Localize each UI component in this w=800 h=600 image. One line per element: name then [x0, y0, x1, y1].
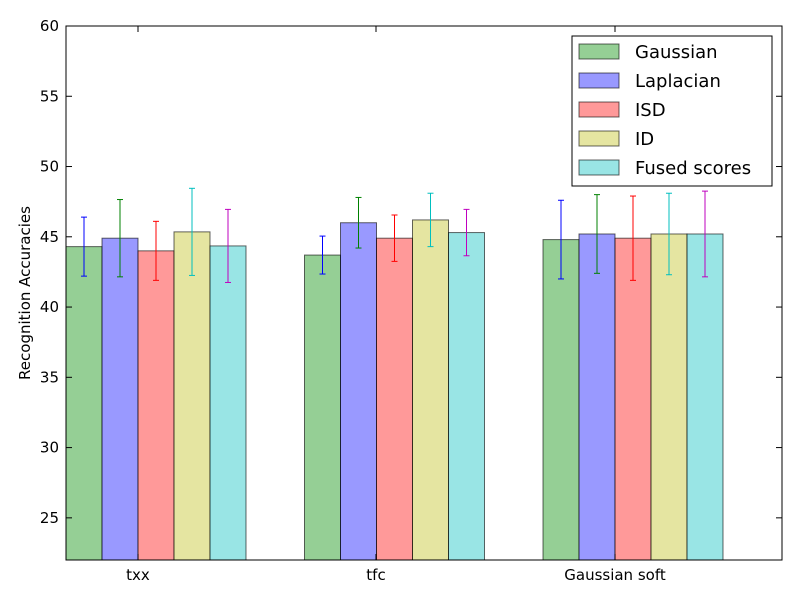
bar-gaussian-0	[65, 246, 103, 561]
y-axis-title: Recognition Accuracies	[16, 206, 34, 380]
legend-swatch	[578, 43, 620, 60]
x-tick-label: tfc	[366, 566, 385, 584]
legend-swatch	[578, 101, 620, 118]
y-tick-label: 55	[40, 87, 59, 105]
bar-isd-0	[137, 250, 175, 561]
y-tick-label: 40	[40, 298, 59, 316]
legend-swatch	[578, 72, 620, 89]
legend: Gaussian Laplacian ISD ID Fused scores	[571, 35, 773, 187]
bar-laplacian-2	[578, 233, 616, 561]
legend-label: Laplacian	[635, 71, 721, 92]
legend-label: ISD	[635, 100, 666, 121]
y-tick-label: 45	[40, 228, 59, 246]
y-tick-label: 50	[40, 158, 59, 176]
bar-isd-2	[614, 237, 652, 561]
x-axis: txx tfc Gaussian soft	[126, 26, 666, 584]
y-tick-label: 60	[40, 17, 59, 35]
bar-id-2	[650, 233, 688, 561]
bar-laplacian-0	[101, 237, 139, 561]
bar-fused-scores-1	[448, 232, 485, 561]
bar-id-0	[173, 231, 211, 561]
legend-label: Gaussian	[635, 42, 718, 63]
legend-swatch	[578, 159, 620, 176]
bar-laplacian-1	[340, 222, 377, 561]
y-tick-label: 35	[40, 368, 59, 386]
y-tick-label: 25	[40, 509, 59, 527]
x-tick-label: Gaussian soft	[564, 566, 666, 584]
legend-swatch	[578, 130, 620, 147]
plot-frame	[65, 25, 783, 561]
legend-label: Fused scores	[635, 158, 751, 179]
bar-gaussian-2	[542, 239, 580, 561]
x-tick-label: txx	[126, 566, 150, 584]
bar-fused-scores-2	[686, 233, 724, 561]
bar-isd-1	[376, 237, 413, 561]
y-axis: 25 30 35 40 45 50 55 60	[40, 17, 782, 527]
y-tick-label: 30	[40, 439, 59, 457]
bars-layer	[65, 219, 724, 561]
error-bars-layer	[81, 187, 708, 283]
bar-fused-scores-0	[209, 245, 247, 561]
legend-label: ID	[635, 129, 654, 150]
bar-id-1	[412, 219, 449, 561]
bar-gaussian-1	[304, 254, 341, 561]
